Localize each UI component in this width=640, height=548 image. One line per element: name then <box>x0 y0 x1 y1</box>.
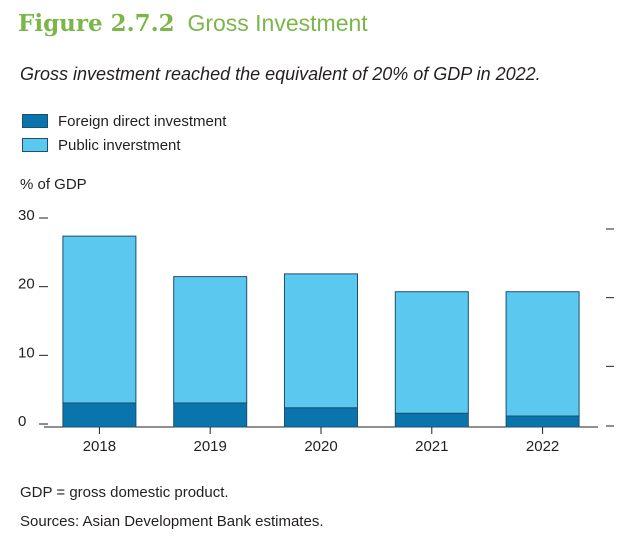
y-tick-label-10: 10 <box>18 344 35 361</box>
bar-public-2021 <box>394 291 469 414</box>
bar-public-2020 <box>284 273 358 409</box>
bar-fdi-2020 <box>284 407 358 428</box>
legend-swatch-public <box>22 138 48 152</box>
x-tick-label-2020: 2020 <box>304 438 337 455</box>
bar-fdi-2018 <box>62 402 137 428</box>
x-tick-label-2019: 2019 <box>194 438 227 455</box>
y-tick-label-30: 30 <box>18 207 35 224</box>
source-note: Sources: Asian Development Bank estimate… <box>20 513 324 530</box>
legend-item-fdi: Foreign direct investment <box>22 109 226 133</box>
figure-title: Figure 2.7.2 Gross Investment <box>18 10 368 37</box>
bar-fdi-2021 <box>394 412 469 428</box>
legend-swatch-fdi <box>22 114 48 128</box>
x-tick-label-2018: 2018 <box>83 438 116 455</box>
bar-fdi-2019 <box>173 402 248 428</box>
legend-item-public: Public inverstment <box>22 133 226 157</box>
bar-public-2019 <box>173 276 248 404</box>
bar-fdi-2022 <box>505 415 580 428</box>
bar-public-2022 <box>505 291 580 417</box>
figure-number: Figure 2.7.2 <box>18 10 175 37</box>
figure-title-text: Gross Investment <box>187 10 368 36</box>
legend-label-fdi: Foreign direct investment <box>58 112 227 130</box>
y-axis-unit-label: % of GDP <box>20 176 87 193</box>
y-tick-label-20: 20 <box>18 276 35 293</box>
abbreviation-note: GDP = gross domestic product. <box>20 484 229 501</box>
y-tick-label-0: 0 <box>18 413 26 430</box>
legend-label-public: Public inverstment <box>58 136 181 154</box>
figure-subtitle: Gross investment reached the equivalent … <box>20 64 541 84</box>
chart-legend: Foreign direct investment Public inverst… <box>22 109 226 157</box>
bar-public-2018 <box>62 235 137 404</box>
x-tick-label-2022: 2022 <box>526 438 559 455</box>
x-tick-label-2021: 2021 <box>415 438 448 455</box>
